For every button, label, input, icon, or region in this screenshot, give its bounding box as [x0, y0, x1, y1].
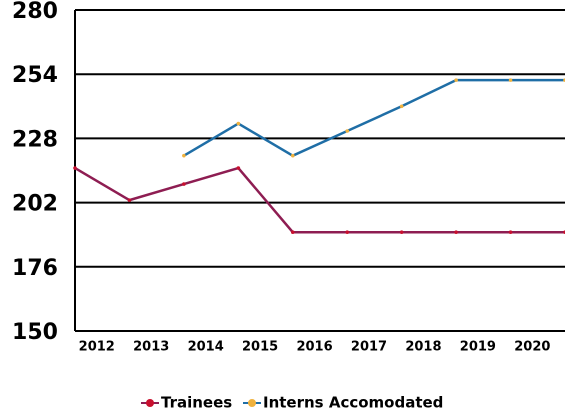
point: [399, 104, 404, 109]
y-tick-label: 280: [12, 0, 58, 24]
y-tick-label: 176: [12, 256, 58, 281]
point: [73, 166, 77, 170]
y-tick-label: 150: [12, 320, 58, 345]
series-line: [183, 78, 565, 158]
x-tick-label: 2017: [351, 340, 387, 355]
point: [290, 153, 295, 158]
point: [236, 121, 241, 126]
point: [508, 230, 513, 235]
point: [236, 166, 241, 170]
point: [454, 230, 458, 235]
x-tick-label: 2018: [405, 340, 441, 355]
point: [345, 230, 350, 235]
point: [508, 78, 513, 82]
point: [345, 129, 350, 133]
x-tick-label: 2014: [188, 340, 224, 355]
x-tick-label: 2016: [296, 340, 332, 355]
legend-marker: [248, 399, 256, 407]
x-tick-label: 2015: [242, 340, 278, 355]
x-tick-label: 2013: [133, 340, 169, 355]
legend-label: Trainees: [161, 394, 232, 412]
legend-marker: [146, 399, 154, 407]
point: [182, 182, 186, 186]
x-tick-label: 2012: [79, 340, 115, 355]
point: [454, 78, 458, 82]
x-tick-label: 2019: [460, 340, 496, 355]
point: [290, 230, 295, 235]
y-tick-label: 202: [12, 192, 58, 217]
x-tick-label: 2020: [514, 340, 550, 355]
y-tick-label: 254: [12, 63, 58, 88]
y-tick-label: 228: [12, 127, 58, 152]
series-line: [74, 166, 565, 234]
legend-label: Interns Accomodated: [263, 394, 443, 412]
point: [127, 198, 132, 202]
point: [399, 230, 404, 235]
point: [182, 153, 186, 158]
